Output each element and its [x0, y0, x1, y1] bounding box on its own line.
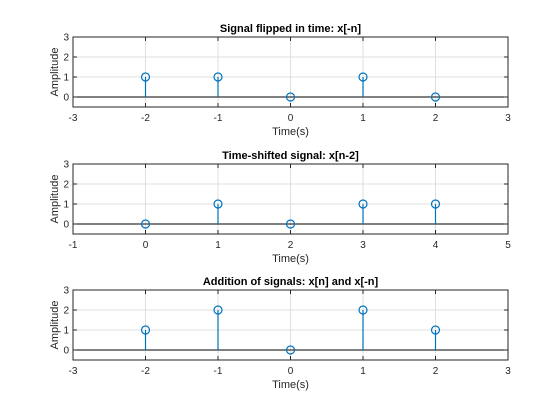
- y-tick-label: 1: [63, 73, 69, 84]
- stem-marker: [213, 199, 223, 209]
- x-tick-label: 0: [288, 113, 294, 124]
- x-tick-label: -3: [69, 113, 78, 124]
- x-tick-label: -3: [69, 366, 78, 377]
- stem-marker: [140, 72, 151, 82]
- y-tick-label: 0: [63, 93, 69, 104]
- stem-marker: [285, 219, 296, 229]
- y-tick-label: 3: [63, 33, 69, 44]
- subplot-1: -3 -2 -1 0 1 2 3 0 1 2 3 Signal flipped in time: x[…: [49, 23, 511, 138]
- y-tick-label: 1: [63, 326, 69, 337]
- x-tick-label: 1: [360, 366, 366, 377]
- y-tick-label: 2: [63, 306, 69, 317]
- x-tick-label: 1: [215, 240, 221, 251]
- stem-marker: [430, 92, 441, 102]
- stem-marker: [213, 305, 223, 315]
- y-tick-label: 2: [63, 53, 69, 64]
- x-axis-label: Time(s): [272, 379, 309, 391]
- y-axis-label: Amplitude: [49, 175, 61, 224]
- x-tick-label: -1: [214, 113, 223, 124]
- chart-title: Time-shifted signal: x[n-2]: [222, 150, 359, 162]
- x-tick-label: 3: [505, 366, 511, 377]
- subplot-3: -3 -2 -1 0 1 2 3 0 1 2 3 Addition of signals: x[n] …: [49, 276, 511, 391]
- stem-marker: [213, 72, 223, 82]
- x-tick-label: 3: [360, 240, 366, 251]
- stem-marker: [285, 92, 296, 102]
- chart-title: Signal flipped in time: x[-n]: [220, 23, 362, 35]
- y-axis-label: Amplitude: [49, 48, 61, 97]
- y-tick-label: 3: [63, 286, 69, 297]
- x-tick-label: 5: [505, 240, 511, 251]
- stem-marker: [358, 199, 368, 209]
- x-tick-label: 0: [288, 366, 294, 377]
- stem-marker: [285, 345, 296, 355]
- x-tick-label: -1: [69, 240, 78, 251]
- y-tick-label: 3: [63, 160, 69, 171]
- x-tick-label: 2: [433, 366, 439, 377]
- stem-marker: [430, 325, 441, 335]
- y-tick-label: 2: [63, 180, 69, 191]
- stem-marker: [358, 72, 368, 82]
- y-tick-label: 1: [63, 200, 69, 211]
- stem-marker: [358, 305, 368, 315]
- x-tick-label: 2: [433, 113, 439, 124]
- x-tick-label: 0: [143, 240, 149, 251]
- x-axis-label: Time(s): [272, 126, 309, 138]
- x-tick-label: 1: [360, 113, 366, 124]
- chart-title: Addition of signals: x[n] and x[-n]: [203, 276, 379, 288]
- stem-marker: [140, 325, 151, 335]
- y-tick-label: 0: [63, 346, 69, 357]
- x-tick-label: 3: [505, 113, 511, 124]
- x-tick-label: -2: [141, 366, 150, 377]
- x-tick-label: -1: [214, 366, 223, 377]
- y-tick-label: 0: [63, 220, 69, 231]
- x-tick-label: 2: [288, 240, 294, 251]
- x-axis-label: Time(s): [272, 253, 309, 265]
- x-tick-label: -2: [141, 113, 150, 124]
- x-tick-label: 4: [433, 240, 439, 251]
- stem-marker: [140, 219, 151, 229]
- y-axis-label: Amplitude: [49, 301, 61, 350]
- stem-marker: [430, 199, 441, 209]
